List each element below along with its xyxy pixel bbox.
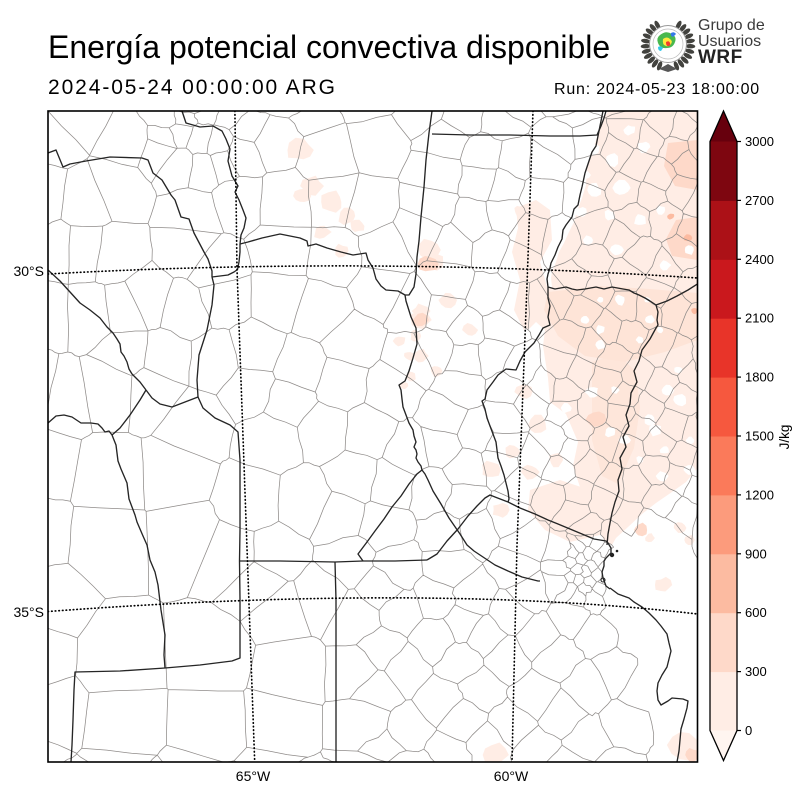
svg-text:1800: 1800 <box>745 370 774 385</box>
svg-text:3000: 3000 <box>745 134 774 149</box>
svg-text:1200: 1200 <box>745 487 774 502</box>
svg-text:900: 900 <box>745 546 767 561</box>
svg-text:60°W: 60°W <box>494 768 529 784</box>
svg-text:0: 0 <box>745 723 752 738</box>
svg-text:300: 300 <box>745 664 767 679</box>
svg-text:35°S: 35°S <box>13 604 44 620</box>
svg-text:30°S: 30°S <box>13 263 44 279</box>
svg-text:2400: 2400 <box>745 252 774 267</box>
svg-text:600: 600 <box>745 605 767 620</box>
svg-text:J/kg: J/kg <box>777 425 792 450</box>
svg-text:2100: 2100 <box>745 311 774 326</box>
svg-text:65°W: 65°W <box>236 768 271 784</box>
svg-text:1500: 1500 <box>745 429 774 444</box>
svg-text:2700: 2700 <box>745 193 774 208</box>
